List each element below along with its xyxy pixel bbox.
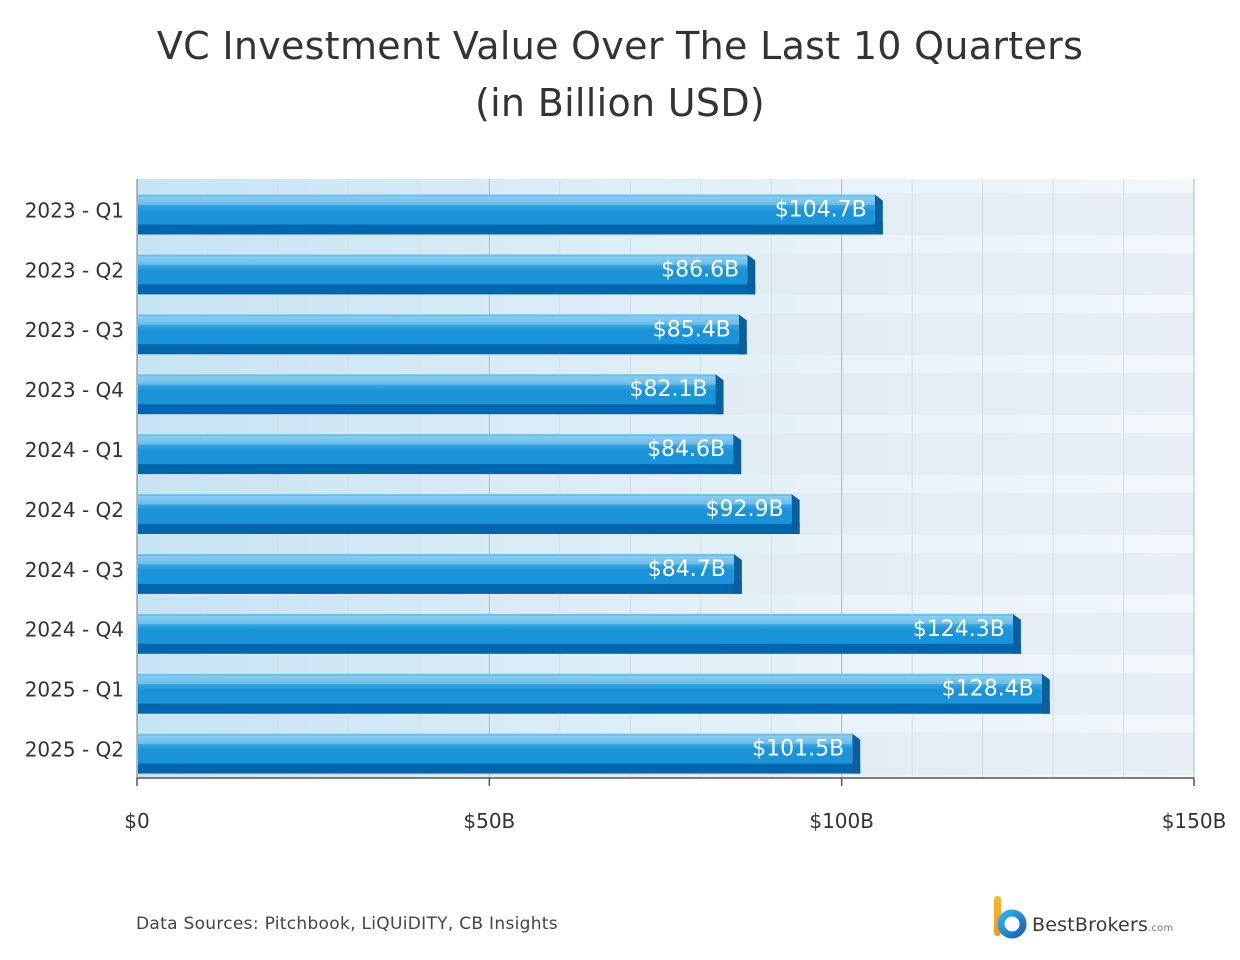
bar bbox=[138, 613, 1013, 644]
bar bbox=[138, 254, 748, 285]
bar-highlight bbox=[138, 436, 734, 445]
bar-bottom-face bbox=[138, 701, 1050, 714]
bar-side-face bbox=[747, 254, 756, 295]
bar bbox=[138, 434, 734, 465]
y-category-label: 2025 - Q1 bbox=[25, 678, 124, 702]
bar-value-label: $85.4B bbox=[653, 317, 731, 342]
bar-group: $92.9B bbox=[138, 494, 800, 535]
bar-side-face bbox=[1041, 673, 1050, 714]
bar bbox=[138, 374, 716, 405]
chart-title-line-1: VC Investment Value Over The Last 10 Qua… bbox=[156, 24, 1084, 68]
bar bbox=[138, 673, 1042, 704]
bar-side-face bbox=[715, 374, 724, 415]
bar bbox=[138, 553, 734, 584]
bar-side-face bbox=[738, 314, 747, 355]
bar-bottom-face bbox=[138, 402, 724, 415]
data-sources-note: Data Sources: Pitchbook, LiQUiDITY, CB I… bbox=[136, 914, 558, 934]
bar-highlight bbox=[138, 496, 792, 505]
bar-bottom-face bbox=[138, 462, 742, 475]
bar-group: $101.5B bbox=[138, 733, 861, 774]
chart-title: VC Investment Value Over The Last 10 Qua… bbox=[0, 18, 1240, 132]
bestbrokers-logo-icon bbox=[994, 896, 1027, 939]
x-tick-label: $150B bbox=[1162, 809, 1227, 833]
bar-value-label: $86.6B bbox=[661, 257, 739, 282]
bar-value-label: $124.3B bbox=[913, 617, 1005, 642]
bar-highlight bbox=[138, 615, 1013, 625]
y-category-label: 2024 - Q4 bbox=[25, 618, 124, 642]
y-category-label: 2024 - Q3 bbox=[25, 558, 124, 582]
bar-group: $86.6B bbox=[138, 254, 756, 295]
bar-value-label: $84.7B bbox=[648, 557, 726, 582]
y-category-label: 2023 - Q3 bbox=[25, 318, 124, 342]
bar-group: $82.1B bbox=[138, 374, 724, 415]
brand-name: BestBrokers bbox=[1032, 914, 1149, 936]
bar-group: $84.7B bbox=[138, 553, 742, 594]
bar-bottom-face bbox=[138, 342, 747, 355]
chart-title-line-2: (in Billion USD) bbox=[474, 81, 766, 125]
bar-bottom-face bbox=[138, 641, 1021, 654]
bar-bottom-face bbox=[138, 222, 883, 235]
bar-side-face bbox=[733, 553, 742, 594]
bar-group: $124.3B bbox=[138, 613, 1021, 654]
brand-domain: .com bbox=[1148, 923, 1174, 934]
bar-bottom-face bbox=[138, 522, 800, 535]
bar-group: $104.7B bbox=[138, 194, 883, 235]
x-tick-label: $100B bbox=[809, 809, 874, 833]
bar-highlight bbox=[138, 256, 748, 265]
bar bbox=[138, 494, 792, 525]
brand-wordmark: BestBrokers.com bbox=[1032, 914, 1173, 936]
bar-value-label: $128.4B bbox=[942, 677, 1034, 702]
bar-bottom-face bbox=[138, 581, 742, 594]
bar-group: $85.4B bbox=[138, 314, 747, 355]
y-category-label: 2023 - Q4 bbox=[25, 378, 124, 402]
bar-value-label: $92.9B bbox=[706, 497, 784, 522]
x-tick-label: $0 bbox=[124, 809, 149, 833]
bar-value-label: $82.1B bbox=[629, 377, 707, 402]
bar-group: $128.4B bbox=[138, 673, 1050, 714]
bar-side-face bbox=[1012, 613, 1021, 654]
bar-highlight bbox=[138, 316, 739, 325]
bar-side-face bbox=[791, 494, 800, 535]
bar-side-face bbox=[852, 733, 861, 774]
y-category-label: 2025 - Q2 bbox=[25, 738, 124, 762]
brand-logo: BestBrokers.com bbox=[990, 894, 1210, 944]
bar-side-face bbox=[874, 194, 883, 235]
bar-value-label: $84.6B bbox=[647, 437, 725, 462]
bar-side-face bbox=[733, 434, 742, 475]
bar-highlight bbox=[138, 675, 1042, 685]
bar bbox=[138, 733, 853, 764]
bar-bottom-face bbox=[138, 282, 756, 295]
y-category-label: 2024 - Q1 bbox=[25, 438, 124, 462]
y-category-label: 2023 - Q2 bbox=[25, 258, 124, 282]
bar-highlight bbox=[138, 376, 716, 385]
bar-highlight bbox=[138, 555, 734, 565]
y-category-label: 2023 - Q1 bbox=[25, 198, 124, 222]
bar-group: $84.6B bbox=[138, 434, 742, 475]
bar-value-label: $101.5B bbox=[752, 737, 844, 762]
y-category-label: 2024 - Q2 bbox=[25, 498, 124, 522]
bar bbox=[138, 194, 875, 225]
bar-highlight bbox=[138, 735, 853, 745]
bar-bottom-face bbox=[138, 761, 861, 774]
bar-highlight bbox=[138, 196, 875, 205]
bar-value-label: $104.7B bbox=[775, 198, 867, 223]
bar bbox=[138, 314, 739, 345]
x-tick-label: $50B bbox=[463, 809, 515, 833]
